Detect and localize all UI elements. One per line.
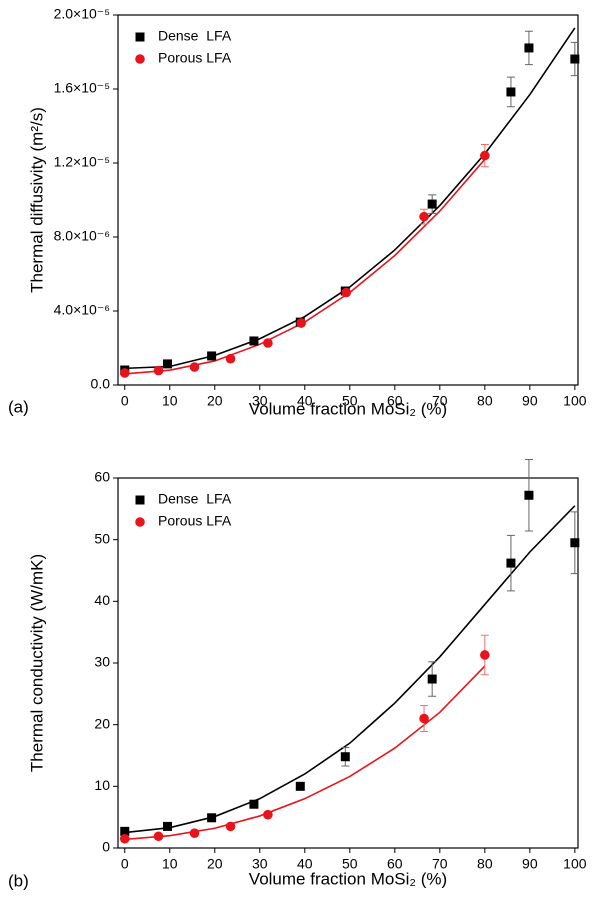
data-point — [506, 87, 516, 97]
x-tick-label: 20 — [207, 393, 223, 409]
data-point — [263, 338, 273, 348]
y-axis-label: Thermal diffusivity (m²/s) — [27, 107, 46, 293]
x-tick-label: 90 — [522, 393, 538, 409]
x-tick-label: 0 — [121, 856, 129, 872]
data-point — [570, 54, 580, 64]
legend-label: Porous LFA — [158, 50, 232, 66]
data-point — [207, 813, 217, 823]
x-tick-label: 30 — [252, 393, 268, 409]
fit-line — [124, 158, 486, 375]
data-point — [427, 674, 437, 684]
data-point — [225, 821, 236, 832]
y-tick-label: 8.0×10⁻⁶ — [54, 228, 110, 244]
x-tick-label: 30 — [252, 856, 268, 872]
x-tick-label: 90 — [522, 856, 538, 872]
data-point — [120, 826, 130, 836]
fit-line — [124, 665, 486, 841]
legend-label: Dense LFA — [158, 491, 232, 507]
data-point — [340, 752, 350, 762]
x-tick-label: 100 — [563, 393, 587, 409]
data-point — [480, 150, 490, 161]
x-axis-label: Volume fraction MoSi₂ (%) — [249, 869, 447, 888]
data-point — [506, 558, 516, 568]
data-point — [249, 799, 259, 809]
y-tick-label: 1.6×10⁻⁵ — [54, 80, 110, 96]
y-tick-label: 50 — [94, 530, 110, 546]
data-point — [207, 351, 217, 361]
y-tick-label: 20 — [94, 715, 110, 731]
data-point — [153, 831, 164, 842]
x-tick-label: 50 — [342, 393, 358, 409]
data-point — [189, 828, 200, 838]
y-tick-label: 4.0×10⁻⁶ — [54, 302, 110, 318]
data-point — [524, 490, 534, 500]
x-axis-label: Volume fraction MoSi₂ (%) — [249, 399, 447, 418]
x-tick-label: 60 — [387, 393, 403, 409]
data-point — [296, 318, 306, 328]
x-tick-label: 80 — [477, 856, 493, 872]
x-tick-label: 100 — [563, 856, 587, 872]
legend-marker — [135, 517, 145, 527]
data-point — [119, 833, 130, 844]
panel-label: (b) — [8, 871, 29, 890]
data-point — [341, 287, 351, 298]
y-tick-label: 0.0 — [91, 376, 111, 392]
plot-frame — [117, 14, 579, 386]
data-point — [295, 781, 305, 791]
y-tick-label: 10 — [94, 777, 110, 793]
x-tick-label: 50 — [342, 856, 358, 872]
x-tick-label: 40 — [297, 856, 313, 872]
x-tick-label: 0 — [121, 393, 129, 409]
y-tick-label: 40 — [94, 592, 110, 608]
x-tick-label: 70 — [432, 856, 448, 872]
legend-marker — [135, 32, 145, 42]
data-point — [163, 821, 173, 831]
x-tick-label: 20 — [207, 856, 223, 872]
x-tick-label: 10 — [162, 856, 178, 872]
y-tick-label: 2.0×10⁻⁵ — [54, 6, 110, 22]
panel-label: (a) — [8, 397, 29, 416]
fit-line — [124, 27, 576, 370]
data-point — [419, 211, 429, 222]
legend-marker — [135, 495, 145, 505]
data-point — [163, 359, 173, 369]
y-tick-label: 60 — [94, 469, 110, 485]
x-tick-label: 60 — [387, 856, 403, 872]
legend-marker — [135, 54, 145, 64]
y-tick-label: 1.2×10⁻⁵ — [54, 154, 110, 170]
data-point — [570, 538, 580, 548]
data-point — [263, 809, 273, 820]
data-point — [249, 336, 259, 346]
legend-label: Dense LFA — [158, 28, 232, 44]
data-point — [225, 353, 236, 364]
plot-frame — [117, 477, 579, 849]
data-point — [119, 368, 130, 378]
data-point — [427, 199, 437, 209]
y-tick-label: 0 — [102, 839, 110, 855]
fit-line — [124, 505, 576, 834]
y-axis-label: Thermal conductivity (W/mK) — [27, 554, 46, 772]
data-point — [153, 365, 164, 376]
data-point — [189, 362, 200, 372]
data-point — [419, 713, 429, 724]
data-point — [524, 43, 534, 53]
data-point — [480, 650, 490, 660]
x-tick-label: 40 — [297, 393, 313, 409]
x-tick-label: 10 — [162, 393, 178, 409]
x-tick-label: 80 — [477, 393, 493, 409]
legend-label: Porous LFA — [158, 513, 232, 529]
x-tick-label: 70 — [432, 393, 448, 409]
y-tick-label: 30 — [94, 654, 110, 670]
